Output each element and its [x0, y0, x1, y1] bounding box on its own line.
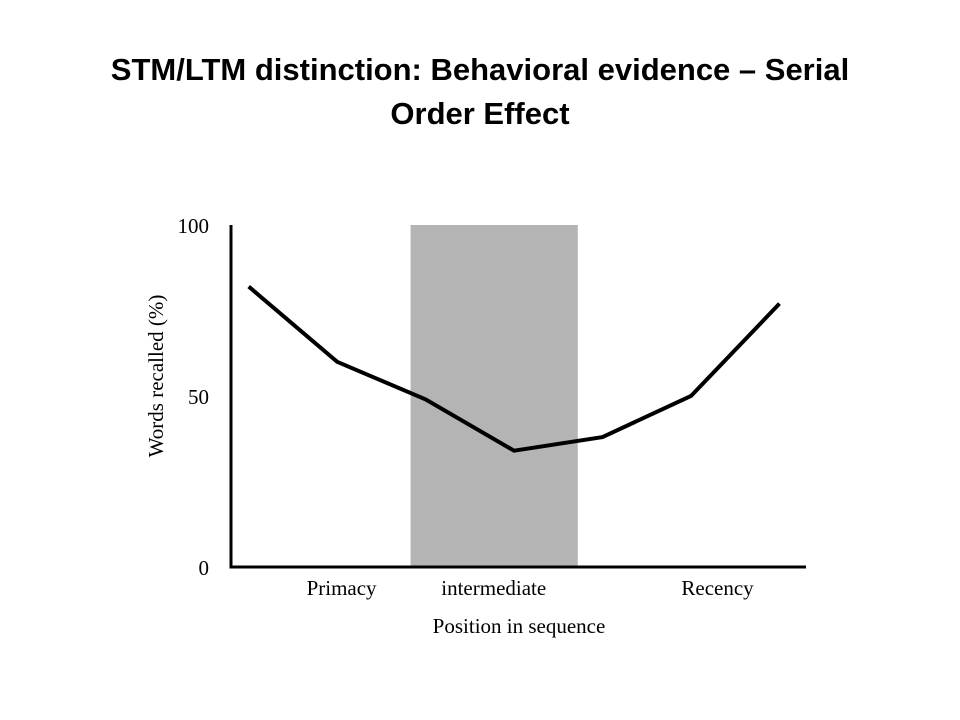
y-tick-label: 100	[178, 214, 210, 238]
series-line	[247, 285, 781, 453]
shaded-region-intermediate	[410, 225, 578, 567]
x-category-label: intermediate	[441, 576, 546, 600]
slide-title-line-2: Order Effect	[390, 96, 570, 131]
y-axis-title: Words recalled (%)	[144, 295, 168, 458]
slide-title: STM/LTM distinction: Behavioral evidence…	[60, 48, 900, 136]
x-axis-title: Position in sequence	[433, 614, 606, 638]
slide-title-line-1: STM/LTM distinction: Behavioral evidence…	[110, 52, 850, 87]
shaded-region-layer	[410, 225, 578, 567]
x-category-label: Primacy	[307, 576, 377, 600]
x-category-labels: Primacy intermediate Recency	[307, 576, 755, 600]
x-category-label: Recency	[681, 576, 754, 600]
axes-layer	[229, 225, 806, 569]
series-layer	[247, 285, 781, 453]
y-tick-label: 0	[199, 556, 210, 580]
y-tick-labels: 0 50 100	[178, 214, 210, 580]
y-tick-label: 50	[188, 385, 209, 409]
